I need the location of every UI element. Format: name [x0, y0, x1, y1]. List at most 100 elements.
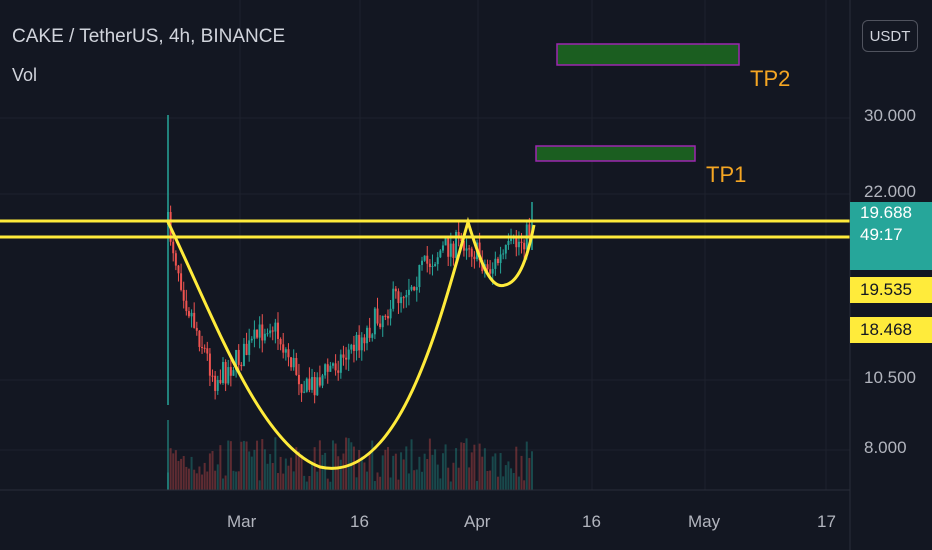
candle-body — [258, 324, 261, 338]
candle-body — [520, 241, 523, 243]
candle-body — [297, 374, 300, 385]
volume-bar — [421, 471, 424, 490]
volume-bar — [402, 459, 405, 490]
volume-bar — [229, 441, 232, 490]
candle-body — [421, 260, 424, 265]
tp2-label: TP2 — [750, 66, 791, 91]
candle-body — [389, 308, 392, 319]
volume-bar — [376, 472, 379, 490]
volume-bar — [384, 449, 387, 490]
volume-bar — [499, 453, 502, 490]
volume-bar — [455, 448, 458, 490]
volume-bar — [431, 454, 434, 490]
candle-body — [342, 354, 345, 358]
volume-bar — [253, 449, 256, 490]
candle-body — [392, 288, 395, 309]
volume-bar — [457, 467, 460, 490]
candle-body — [410, 286, 413, 290]
volume-bar — [413, 470, 416, 490]
currency-button[interactable]: USDT — [862, 20, 918, 52]
volume-bar — [221, 478, 224, 490]
symbol-title[interactable]: CAKE / TetherUS, 4h, BINANCE — [12, 26, 286, 47]
volume-bar — [494, 453, 497, 490]
candle-body — [436, 257, 439, 265]
y-tick-label: 30.000 — [864, 106, 916, 125]
candle-body — [352, 344, 355, 351]
volume-bar — [326, 478, 329, 490]
candle-body — [216, 380, 219, 391]
resistance-lines — [0, 219, 850, 239]
volume-bar — [462, 442, 465, 490]
volume-bar — [489, 470, 492, 490]
candle-body — [363, 337, 366, 344]
volume-bar — [242, 440, 245, 490]
volume-bar — [468, 467, 471, 490]
volume-bar — [478, 443, 481, 490]
volume-bar — [295, 447, 298, 490]
cup-and-handle-curve — [166, 216, 536, 470]
target-boxes — [535, 43, 740, 162]
candle-body — [418, 264, 421, 288]
volume-bar — [206, 471, 209, 490]
candle-body — [290, 357, 293, 368]
candle-body — [515, 236, 518, 248]
volume-bar — [423, 453, 426, 490]
volume-bar — [324, 452, 327, 490]
candle-body — [345, 357, 348, 360]
volume-bar — [528, 457, 531, 490]
candle-body — [177, 265, 180, 274]
candle-body — [528, 224, 531, 239]
candle-body — [292, 357, 295, 368]
candle-body — [187, 311, 190, 317]
volume-indicator-label[interactable]: Vol — [12, 65, 38, 85]
volume-bar — [512, 473, 515, 490]
volume-bar — [300, 454, 303, 490]
candle-body — [174, 253, 177, 266]
candle-body — [235, 349, 238, 371]
candle-body — [219, 380, 222, 384]
volume-bar — [434, 449, 437, 490]
volume-bar — [237, 471, 240, 490]
volume-bar — [274, 437, 277, 490]
candle-body — [316, 377, 319, 396]
candle-body — [203, 347, 206, 349]
candle-body — [379, 323, 382, 328]
candle-body — [276, 322, 279, 339]
candle-body — [303, 391, 306, 393]
volume-bar — [371, 440, 374, 490]
volume-bar — [436, 464, 439, 490]
candle-body — [300, 384, 303, 393]
candle-body — [373, 308, 376, 335]
volume-bar — [256, 440, 259, 490]
candle-body — [331, 363, 334, 366]
candle-body — [400, 297, 403, 304]
candle-body — [491, 268, 494, 274]
volume-bar — [185, 466, 188, 490]
candle-body — [324, 364, 327, 376]
volume-bar — [523, 480, 526, 490]
volume-bar — [439, 478, 442, 490]
candle-body — [499, 254, 502, 264]
candle-body — [256, 329, 259, 338]
candle-body — [439, 250, 442, 258]
candle-body — [232, 370, 235, 376]
volume-bar — [182, 456, 185, 490]
candle-body — [517, 241, 520, 248]
candle-body — [321, 375, 324, 386]
candle-body — [449, 243, 452, 257]
volume-bar — [452, 462, 455, 490]
candle-body — [269, 330, 272, 334]
candle-body — [457, 231, 460, 237]
volume-bar — [345, 437, 348, 490]
tp1-label: TP1 — [706, 162, 747, 187]
volume-bar — [502, 476, 505, 490]
candle-body — [206, 348, 209, 354]
candle-body — [455, 231, 458, 258]
volume-bar — [510, 468, 513, 490]
candle-body — [402, 297, 405, 299]
candle-body — [313, 377, 316, 396]
volume-bar — [342, 453, 345, 490]
volume-bar — [447, 467, 450, 490]
